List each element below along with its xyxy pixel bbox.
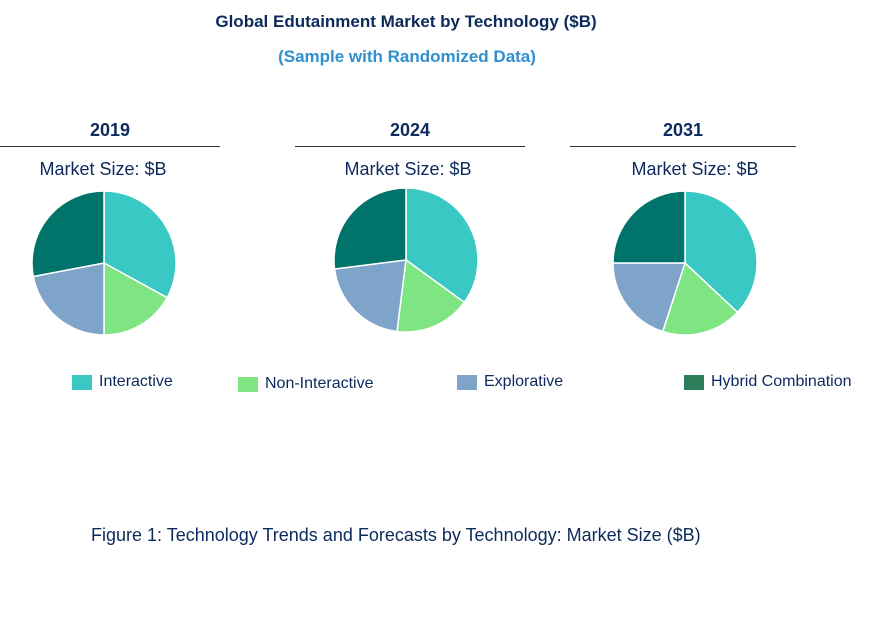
pie-slice-2024-hybrid-combination bbox=[334, 188, 407, 270]
legend-swatch-hybrid-combination bbox=[684, 374, 704, 390]
pie-slice-2024-interactive bbox=[405, 188, 478, 304]
pie-year-2024: 2024 bbox=[295, 116, 525, 147]
pie-year-2019: 2019 bbox=[0, 116, 220, 147]
legend-label-explorative: Explorative bbox=[484, 373, 564, 390]
chart-title: Global Edutainment Market by Technology … bbox=[215, 12, 597, 31]
pie-panel-2019: 2019 Market Size: $B bbox=[0, 116, 220, 179]
chart-subtitle: (Sample with Randomized Data) bbox=[278, 47, 536, 66]
pie-slice-2024-non-interactive bbox=[396, 258, 466, 332]
pie-slice-2019-interactive bbox=[103, 191, 176, 299]
pie-slice-2031-explorative bbox=[613, 262, 687, 333]
pie-market-size-2024: Market Size: $B bbox=[344, 159, 472, 179]
legend-swatch-interactive bbox=[72, 374, 92, 390]
legend-item-hybrid-combination: Hybrid Combination bbox=[684, 373, 852, 391]
pie-slice-2031-interactive bbox=[684, 191, 757, 314]
legend-label-non-interactive: Non-Interactive bbox=[265, 375, 374, 392]
pie-slice-2019-non-interactive bbox=[103, 261, 169, 335]
pie-market-size-2031: Market Size: $B bbox=[631, 159, 759, 179]
pie-year-2031: 2031 bbox=[570, 116, 796, 147]
pie-slice-2019-hybrid-combination bbox=[32, 191, 105, 278]
pie-slice-2024-explorative bbox=[334, 259, 407, 332]
pie-market-size-2019: Market Size: $B bbox=[39, 159, 167, 179]
pie-slice-2019-explorative bbox=[32, 262, 105, 335]
legend-swatch-non-interactive bbox=[238, 376, 258, 392]
pie-chart-2019 bbox=[32, 191, 176, 335]
legend-label-hybrid-combination: Hybrid Combination bbox=[711, 373, 852, 390]
pie-slice-2031-non-interactive bbox=[661, 261, 739, 335]
pie-chart-2024 bbox=[334, 188, 478, 332]
pie-panel-2024: 2024 Market Size: $B bbox=[295, 116, 525, 179]
legend-swatch-explorative bbox=[457, 374, 477, 390]
legend-label-interactive: Interactive bbox=[99, 373, 173, 390]
legend-item-interactive: Interactive bbox=[72, 373, 173, 391]
pie-slice-2031-hybrid-combination bbox=[613, 191, 686, 264]
legend-item-explorative: Explorative bbox=[457, 373, 563, 391]
figure-caption: Figure 1: Technology Trends and Forecast… bbox=[91, 525, 701, 545]
legend-item-non-interactive: Non-Interactive bbox=[238, 375, 374, 393]
pie-panel-2031: 2031 Market Size: $B bbox=[570, 116, 796, 179]
pie-chart-2031 bbox=[613, 191, 757, 335]
